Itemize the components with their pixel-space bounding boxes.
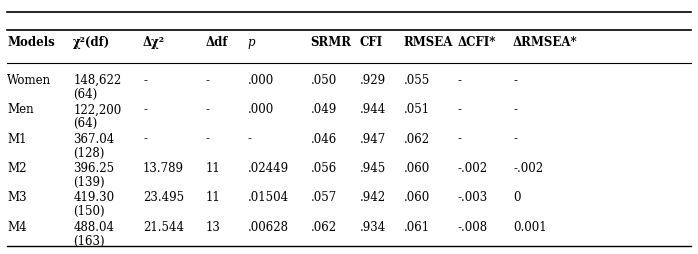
Text: CFI: CFI [359, 36, 383, 49]
Text: .060: .060 [403, 190, 430, 203]
Text: 367.04: 367.04 [73, 132, 114, 145]
Text: M4: M4 [7, 220, 27, 233]
Text: .055: .055 [403, 74, 430, 87]
Text: χ²(df): χ²(df) [73, 36, 110, 49]
Text: (64): (64) [73, 117, 98, 130]
Text: 122,200: 122,200 [73, 103, 121, 116]
Text: -: - [248, 132, 252, 145]
Text: .000: .000 [248, 103, 274, 116]
Text: 11: 11 [206, 190, 221, 203]
Text: .00628: .00628 [248, 220, 289, 233]
Text: 11: 11 [206, 161, 221, 174]
Text: 23.495: 23.495 [143, 190, 184, 203]
Text: 148,622: 148,622 [73, 74, 121, 87]
Text: (64): (64) [73, 88, 98, 101]
Text: -.008: -.008 [457, 220, 487, 233]
Text: .945: .945 [359, 161, 386, 174]
Text: .000: .000 [248, 74, 274, 87]
Text: (150): (150) [73, 204, 105, 217]
Text: ΔCFI*: ΔCFI* [457, 36, 496, 49]
Text: -: - [513, 103, 517, 116]
Text: .062: .062 [311, 220, 336, 233]
Text: .01504: .01504 [248, 190, 289, 203]
Text: M1: M1 [7, 132, 27, 145]
Text: Models: Models [7, 36, 54, 49]
Text: M3: M3 [7, 190, 27, 203]
Text: Δdf: Δdf [206, 36, 228, 49]
Text: .02449: .02449 [248, 161, 289, 174]
Text: .050: .050 [311, 74, 337, 87]
Text: ΔRMSEA*: ΔRMSEA* [513, 36, 578, 49]
Text: -.002: -.002 [457, 161, 487, 174]
Text: .062: .062 [403, 132, 429, 145]
Text: M2: M2 [7, 161, 27, 174]
Text: (139): (139) [73, 175, 105, 188]
Text: .061: .061 [403, 220, 429, 233]
Text: .056: .056 [311, 161, 337, 174]
Text: -: - [457, 132, 461, 145]
Text: .060: .060 [403, 161, 430, 174]
Text: 0: 0 [513, 190, 521, 203]
Text: -: - [457, 103, 461, 116]
Text: 21.544: 21.544 [143, 220, 184, 233]
Text: .942: .942 [359, 190, 385, 203]
Text: Men: Men [7, 103, 34, 116]
Text: .046: .046 [311, 132, 337, 145]
Text: -: - [513, 132, 517, 145]
Text: 13.789: 13.789 [143, 161, 184, 174]
Text: -: - [206, 132, 210, 145]
Text: (128): (128) [73, 146, 105, 159]
Text: RMSEA: RMSEA [403, 36, 453, 49]
Text: -: - [206, 103, 210, 116]
Text: -.003: -.003 [457, 190, 487, 203]
Text: Women: Women [7, 74, 51, 87]
Text: .051: .051 [403, 103, 429, 116]
Text: 419.30: 419.30 [73, 190, 114, 203]
Text: -: - [457, 74, 461, 87]
Text: 488.04: 488.04 [73, 220, 114, 233]
Text: .929: .929 [359, 74, 385, 87]
Text: SRMR: SRMR [311, 36, 352, 49]
Text: Δχ²: Δχ² [143, 36, 165, 49]
Text: -: - [143, 132, 147, 145]
Text: -: - [513, 74, 517, 87]
Text: (163): (163) [73, 234, 105, 247]
Text: .947: .947 [359, 132, 386, 145]
Text: -: - [143, 74, 147, 87]
Text: .934: .934 [359, 220, 386, 233]
Text: 396.25: 396.25 [73, 161, 114, 174]
Text: 0.001: 0.001 [513, 220, 547, 233]
Text: -: - [206, 74, 210, 87]
Text: .944: .944 [359, 103, 386, 116]
Text: -.002: -.002 [513, 161, 543, 174]
Text: .049: .049 [311, 103, 337, 116]
Text: .057: .057 [311, 190, 337, 203]
Text: -: - [143, 103, 147, 116]
Text: 13: 13 [206, 220, 221, 233]
Text: p: p [248, 36, 255, 49]
